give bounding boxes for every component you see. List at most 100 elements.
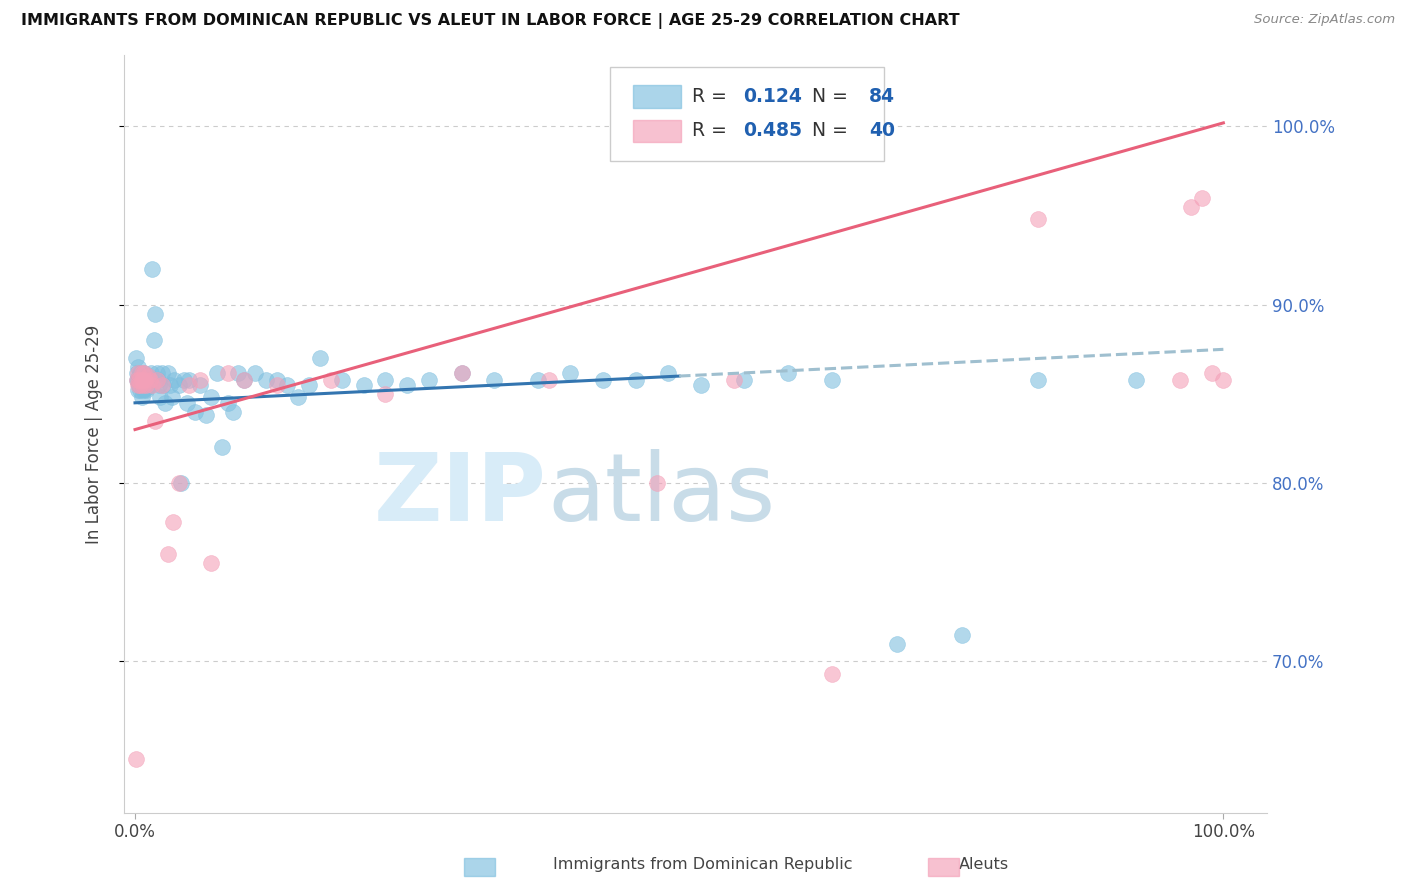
Point — [592, 373, 614, 387]
Y-axis label: In Labor Force | Age 25-29: In Labor Force | Age 25-29 — [86, 325, 103, 543]
Point — [167, 476, 190, 491]
Point — [396, 378, 419, 392]
Point — [374, 373, 396, 387]
Point — [159, 378, 181, 392]
Point — [131, 378, 153, 392]
Point — [127, 366, 149, 380]
Point — [129, 375, 152, 389]
Point — [537, 373, 560, 387]
Point — [1201, 366, 1223, 380]
Point — [647, 476, 669, 491]
Point — [820, 666, 842, 681]
Point — [776, 366, 799, 380]
Point — [127, 373, 149, 387]
Point — [128, 373, 150, 387]
FancyBboxPatch shape — [610, 67, 884, 161]
Point — [146, 373, 169, 387]
Point — [232, 373, 254, 387]
Text: atlas: atlas — [547, 449, 775, 541]
Point — [132, 378, 155, 392]
Point — [127, 378, 149, 392]
Point — [160, 391, 183, 405]
Point — [131, 373, 153, 387]
Text: ZIP: ZIP — [374, 449, 547, 541]
Point — [734, 373, 756, 387]
Point — [131, 373, 153, 387]
Text: 0.485: 0.485 — [744, 121, 803, 140]
Point — [127, 373, 149, 387]
Point — [211, 441, 233, 455]
Point — [139, 378, 162, 392]
Text: N =: N = — [813, 121, 853, 140]
Point — [950, 627, 973, 641]
Point — [287, 391, 309, 405]
Point — [141, 262, 163, 277]
Text: 0.124: 0.124 — [744, 87, 803, 106]
Point — [194, 409, 217, 423]
Text: Source: ZipAtlas.com: Source: ZipAtlas.com — [1254, 13, 1395, 27]
Point — [125, 351, 148, 366]
Text: N =: N = — [813, 87, 853, 106]
Point — [138, 373, 160, 387]
Point — [131, 391, 153, 405]
Point — [188, 378, 211, 392]
Text: Aleuts: Aleuts — [959, 857, 1010, 872]
Point — [217, 396, 239, 410]
Point — [276, 378, 298, 392]
Point — [319, 373, 342, 387]
Point — [131, 384, 153, 398]
Point — [200, 556, 222, 570]
Text: 84: 84 — [869, 87, 896, 106]
Point — [526, 373, 548, 387]
Point — [200, 391, 222, 405]
Point — [560, 366, 582, 380]
Point — [150, 378, 173, 392]
Point — [1180, 200, 1202, 214]
Point — [129, 378, 152, 392]
Point — [232, 373, 254, 387]
Point — [136, 369, 159, 384]
Point — [150, 366, 173, 380]
Point — [820, 373, 842, 387]
Point — [141, 378, 163, 392]
Point — [125, 752, 148, 766]
Point — [136, 376, 159, 391]
Point — [142, 334, 165, 348]
Point — [127, 373, 149, 387]
Point — [156, 547, 179, 561]
Point — [1212, 373, 1234, 387]
Point — [1191, 191, 1213, 205]
Point — [418, 373, 440, 387]
Point — [690, 378, 713, 392]
Point — [127, 366, 149, 380]
Point — [152, 378, 174, 392]
Point — [266, 378, 288, 392]
Point — [657, 366, 679, 380]
Point — [146, 366, 169, 380]
Point — [146, 373, 169, 387]
Text: R =: R = — [692, 121, 733, 140]
Point — [129, 366, 152, 380]
Point — [131, 366, 153, 380]
Point — [1028, 373, 1050, 387]
Point — [134, 373, 156, 387]
Point — [450, 366, 472, 380]
Point — [450, 366, 472, 380]
Point — [243, 366, 266, 380]
Point — [222, 405, 245, 419]
Point — [309, 351, 332, 366]
Point — [1125, 373, 1147, 387]
Point — [131, 369, 153, 384]
Text: 40: 40 — [869, 121, 896, 140]
Point — [134, 369, 156, 384]
Point — [330, 373, 353, 387]
Point — [374, 387, 396, 401]
Point — [129, 384, 152, 398]
Point — [128, 378, 150, 392]
Point — [184, 405, 207, 419]
Point — [228, 366, 250, 380]
Point — [1168, 373, 1191, 387]
Point — [179, 378, 201, 392]
Point — [353, 378, 375, 392]
Point — [127, 384, 149, 398]
